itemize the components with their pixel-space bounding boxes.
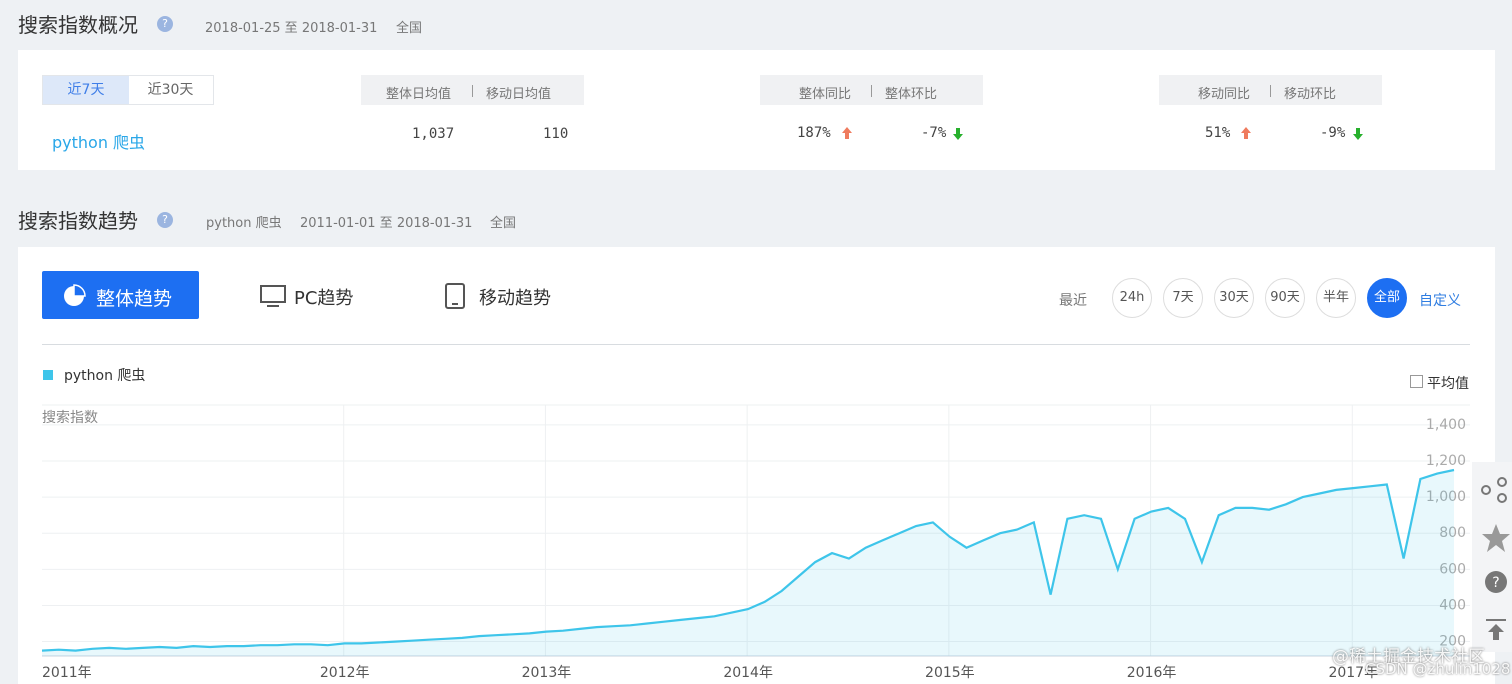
tab[interactable]: 近30天 (147, 82, 194, 98)
value: 1,037 (412, 126, 455, 142)
average-label[interactable]: 平均值 (1427, 376, 1469, 392)
header-box: 整体同比 整体环比 (760, 75, 983, 105)
watermark: @稀土掘金技术社区 (1332, 647, 1485, 667)
pc-icon (260, 285, 286, 307)
legend-label: python 爬虫 (64, 368, 145, 384)
watermark: CSDN @zhulin1028 (1365, 660, 1511, 678)
series-area (42, 470, 1454, 656)
tab[interactable]: 近7天 (43, 76, 129, 104)
range-button[interactable]: 90天 (1265, 278, 1305, 318)
value: 51% (1205, 125, 1231, 141)
help-icon[interactable]: ? (157, 212, 173, 228)
trend-panel (18, 247, 1495, 684)
help-icon[interactable]: ? (157, 16, 173, 32)
x-tick-label: 2013年 (522, 665, 572, 681)
legend-swatch (43, 370, 53, 380)
section-title: 搜索指数趋势 (18, 209, 138, 233)
range-button[interactable]: 7天 (1163, 278, 1203, 318)
header: 移动环比 (1284, 87, 1337, 102)
value: -7% (921, 125, 947, 141)
y-tick-label: 1,400 (1426, 417, 1466, 433)
svg-text:?: ? (1492, 575, 1499, 591)
date-range: 2018-01-25 至 2018-01-31 (205, 21, 378, 36)
recent-label: 最近 (1059, 293, 1087, 309)
tab-label: 整体趋势 (96, 288, 173, 310)
down-arrow (1353, 128, 1363, 140)
series-line (41, 468, 1455, 652)
tab-label[interactable]: PC趋势 (294, 288, 354, 309)
side-toolbar: ? (1472, 462, 1512, 652)
value: -9% (1320, 125, 1346, 141)
checkbox[interactable] (1410, 375, 1423, 388)
header: 整体同比 (799, 87, 852, 102)
y-tick-label: 400 (1439, 597, 1466, 613)
value: 187% (797, 125, 831, 141)
y-tick-label: 200 (1439, 634, 1466, 650)
y-tick-label: 1,200 (1426, 453, 1466, 469)
custom-range[interactable]: 自定义 (1419, 293, 1461, 309)
x-tick-label: 2017年 (1328, 665, 1378, 681)
tab-label[interactable]: 移动趋势 (479, 288, 551, 309)
side-icons: ? (1481, 477, 1510, 640)
x-tick-label: 2016年 (1127, 665, 1177, 681)
header: 移动同比 (1198, 87, 1251, 102)
region: 全国 (396, 21, 423, 36)
range-button[interactable]: 24h (1112, 278, 1152, 318)
down-arrow (953, 128, 963, 140)
region: 全国 (490, 216, 517, 231)
x-tick-label: 2014年 (723, 665, 773, 681)
tab-button[interactable]: 整体趋势 (42, 271, 199, 319)
mobile-icon (445, 283, 465, 309)
value: 110 (543, 126, 569, 142)
tab-group (42, 75, 214, 105)
range-button[interactable]: 30天 (1214, 278, 1254, 318)
pie-icon (64, 284, 86, 306)
range-button[interactable]: 全部 (1367, 278, 1407, 318)
date-range: 2011-01-01 至 2018-01-31 (300, 216, 473, 231)
y-tick-label: 1,000 (1426, 489, 1466, 505)
section-title: 搜索指数概况 (18, 13, 138, 37)
x-tick-label: 2015年 (925, 665, 975, 681)
header-box: 整体日均值 移动日均值 (361, 75, 584, 105)
header: 移动日均值 (486, 87, 552, 102)
overview-panel (18, 50, 1495, 170)
keyword[interactable]: python 爬虫 (52, 133, 146, 152)
y-tick-label: 800 (1439, 525, 1466, 541)
header-box: 移动同比 移动环比 (1159, 75, 1382, 105)
x-tick-label: 2012年 (320, 665, 370, 681)
y-axis-label: 搜索指数 (42, 409, 98, 426)
up-arrow (1241, 127, 1251, 139)
divider (42, 344, 1470, 345)
header: 整体日均值 (386, 87, 452, 102)
up-arrow (842, 127, 852, 139)
header: 整体环比 (885, 87, 938, 102)
range-button[interactable]: 半年 (1316, 278, 1356, 318)
x-tick-label: 2011年 (42, 665, 92, 681)
y-tick-label: 600 (1439, 561, 1466, 577)
keyword: python 爬虫 (206, 216, 282, 231)
